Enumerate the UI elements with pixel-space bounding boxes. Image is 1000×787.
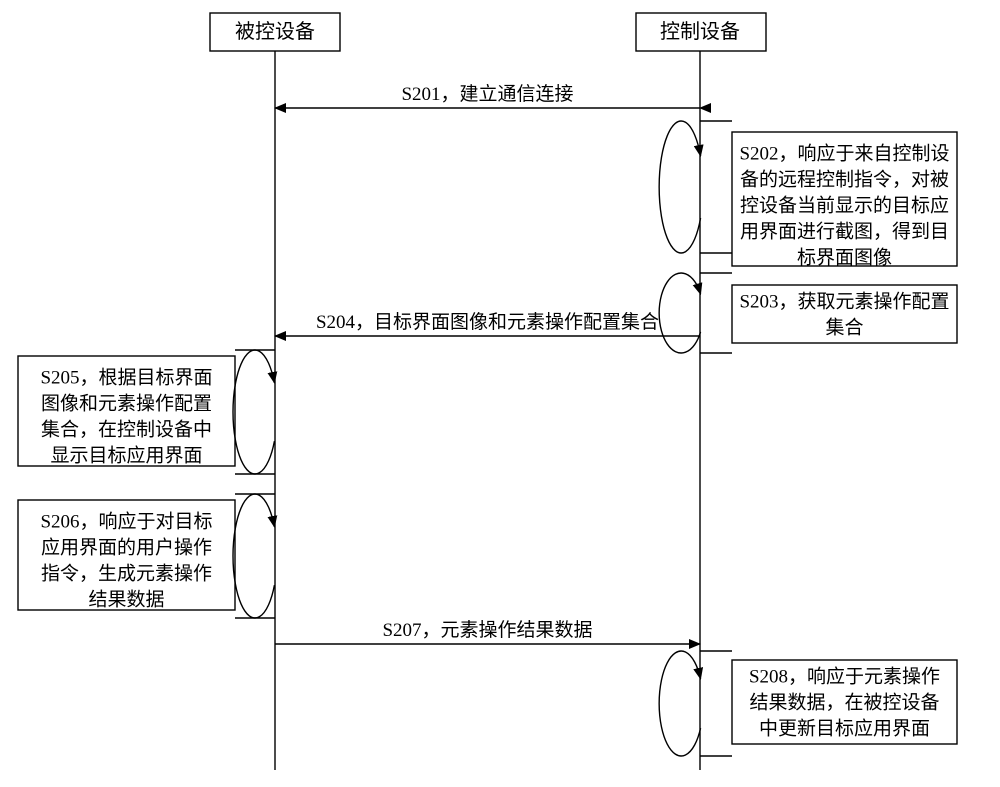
self-note-line: 应用界面的用户操作 — [41, 537, 212, 559]
self-note-line: 显示目标应用界面 — [50, 445, 202, 467]
self-note-line: S205，根据目标界面 — [40, 367, 212, 389]
sequence-diagram: 被控设备 控制设备 S201，建立通信连接 S204，目标界面图像和元素操作配置集合 S… — [0, 0, 1000, 787]
self-note-line: 结果数据，在被控设备 — [749, 692, 939, 714]
self-note-line: S206，响应于对目标 — [40, 511, 212, 533]
self-loop-arc — [233, 494, 274, 618]
self-note-line: 中更新目标应用界面 — [759, 718, 930, 740]
self-note-line: 备的远程控制指令，对被 — [740, 169, 949, 191]
self-loop-arc — [659, 273, 700, 353]
self-note-line: 集合 — [825, 317, 863, 339]
self-loop-arc — [659, 651, 700, 756]
self-note-line: S202，响应于来自控制设 — [739, 143, 949, 165]
self-note-line: 集合，在控制设备中 — [41, 419, 212, 441]
self-note-line: 图像和元素操作配置 — [41, 393, 212, 415]
self-note-line: 指令，生成元素操作 — [41, 563, 212, 585]
self-note-line: 结果数据 — [88, 589, 164, 611]
lifeline-label: 控制设备 — [660, 20, 740, 43]
message-label: S204，目标界面图像和元素操作配置集合 — [316, 311, 659, 333]
self-note-line: 标界面图像 — [797, 247, 892, 269]
self-note-line: 控设备当前显示的目标应 — [740, 195, 949, 217]
message-label: S201，建立通信连接 — [401, 83, 573, 105]
self-loop-arc — [659, 121, 700, 253]
self-note-line: S208，响应于元素操作 — [749, 666, 940, 688]
self-note-line: S203，获取元素操作配置 — [739, 291, 949, 313]
self-loop-arc — [233, 350, 274, 474]
message-label: S207，元素操作结果数据 — [382, 619, 592, 641]
self-note-line: 用界面进行截图，得到目 — [740, 221, 949, 243]
lifeline-label: 被控设备 — [235, 20, 315, 43]
